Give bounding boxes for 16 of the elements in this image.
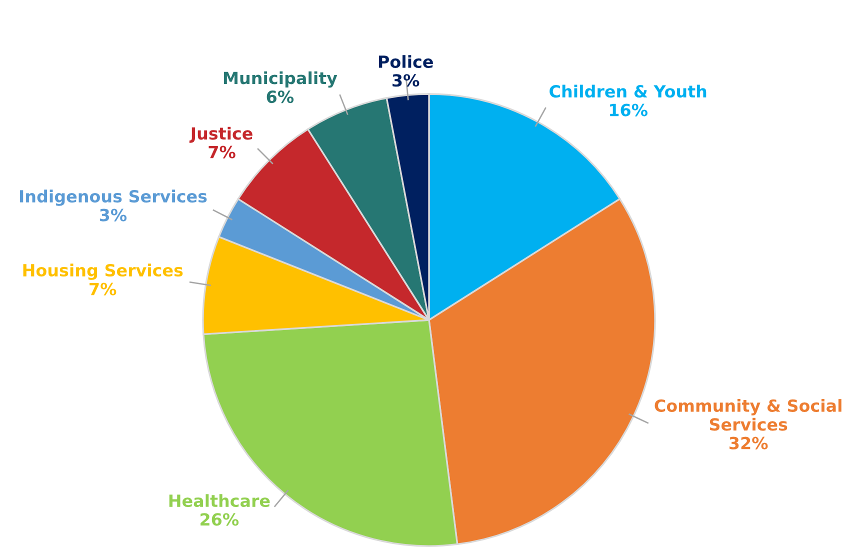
slice-label: Children & Youth xyxy=(550,84,706,98)
slice-label: Police xyxy=(378,55,433,68)
slice-label: Justice xyxy=(189,126,252,143)
data-label: 3% xyxy=(100,208,127,222)
slice-label: Housing Services xyxy=(23,264,183,280)
data-label: 7% xyxy=(208,146,236,158)
data-label: 32% xyxy=(730,436,768,450)
data-label: 3% xyxy=(392,74,420,87)
slice-label: Community & Social Services xyxy=(654,399,842,431)
slice-label: Municipality xyxy=(224,71,338,88)
data-label: 6% xyxy=(266,90,294,104)
slice-label: Healthcare xyxy=(169,494,270,508)
data-label: 16% xyxy=(610,104,648,116)
data-label: 26% xyxy=(200,513,239,526)
data-label: 7% xyxy=(90,282,116,296)
slice-label: Indigenous Services xyxy=(20,190,207,206)
